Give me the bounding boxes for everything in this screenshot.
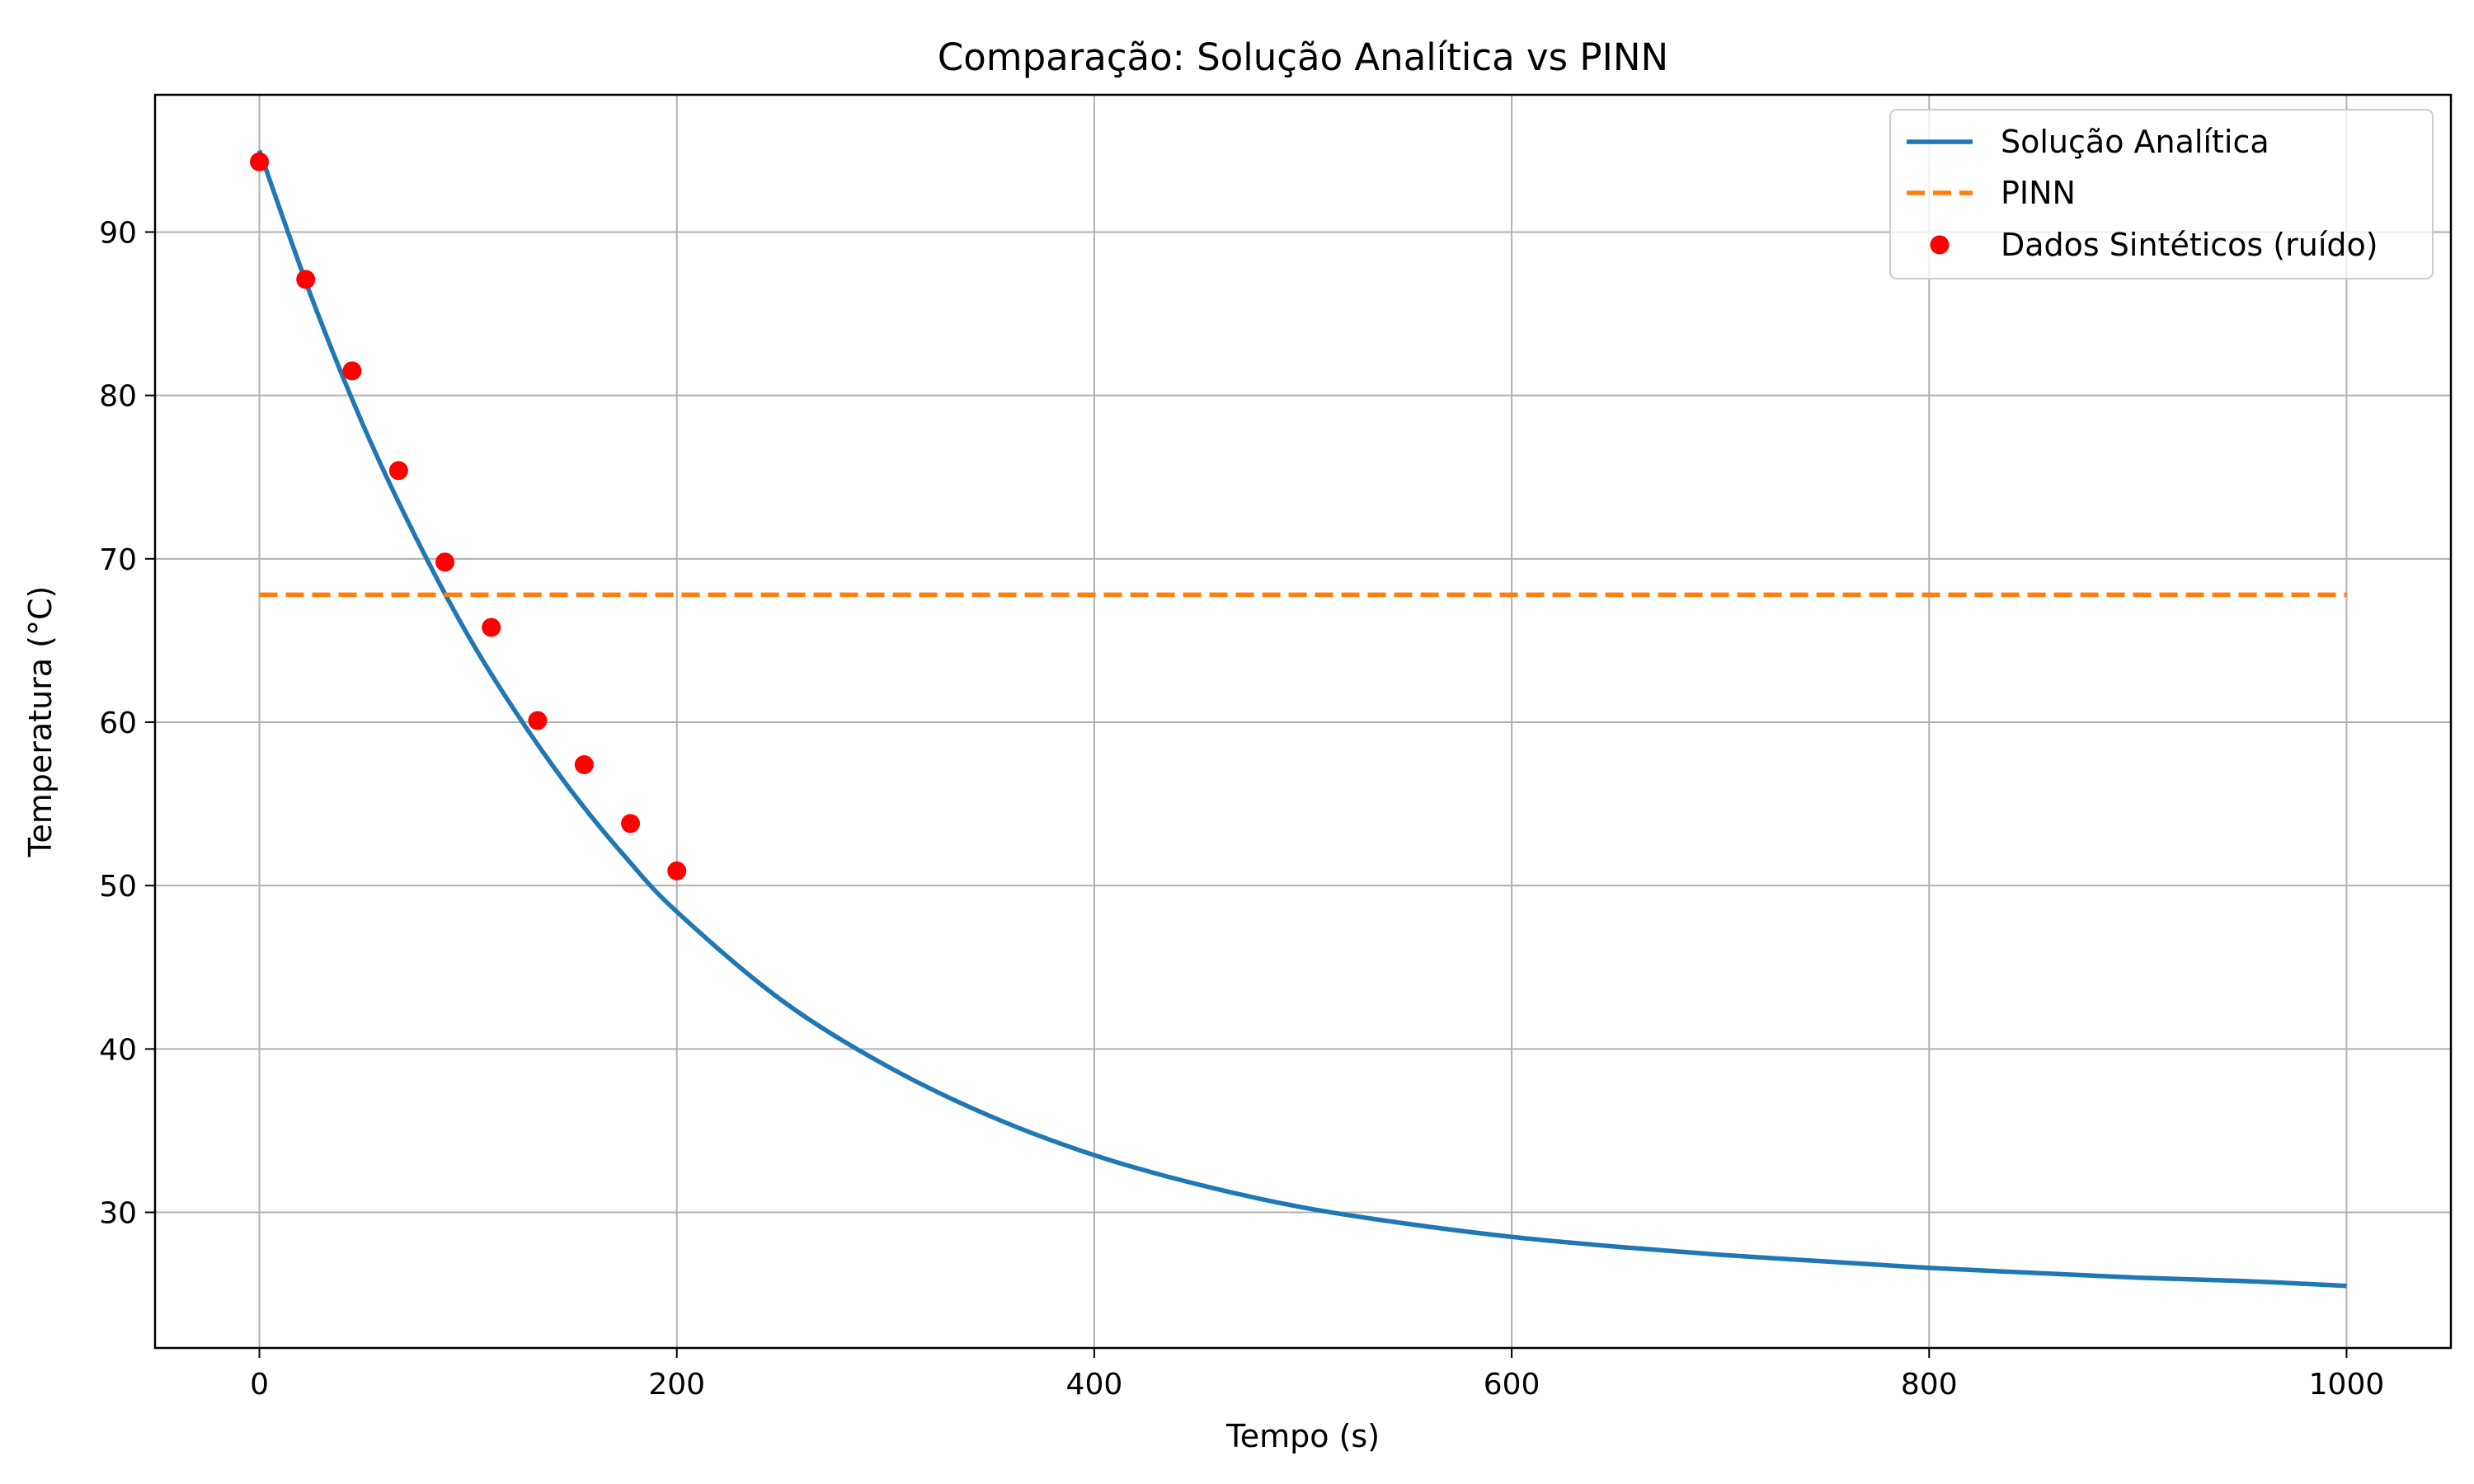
legend-label-data: Dados Sintéticos (ruído): [2001, 227, 2378, 263]
data-point: [621, 814, 641, 834]
chart-title: Comparação: Solução Analítica vs PINN: [938, 35, 1668, 79]
x-tick-label: 800: [1901, 1368, 1958, 1402]
x-axis-label: Tempo (s): [1225, 1418, 1380, 1454]
x-tick-label: 400: [1066, 1368, 1123, 1402]
x-tick-label: 1000: [2309, 1368, 2385, 1402]
data-point: [667, 861, 687, 881]
y-tick-label: 90: [99, 216, 137, 250]
y-tick-label: 40: [99, 1033, 137, 1067]
analytic-solution-line: [256, 149, 2347, 1289]
x-tick-label: 600: [1484, 1368, 1540, 1402]
data-point: [482, 618, 501, 637]
legend-box: [1889, 109, 2434, 279]
plot-series: [250, 149, 2347, 1289]
data-point: [250, 152, 270, 171]
legend-label-pinn: PINN: [2001, 175, 2076, 211]
axis-ticks: 0 200 400 600 800 1000 30 40 50 60 70 80 90: [99, 216, 2384, 1402]
data-point: [388, 461, 408, 481]
x-tick-label: 200: [648, 1368, 705, 1402]
data-point: [296, 270, 316, 289]
data-point: [435, 552, 455, 572]
data-point: [528, 711, 548, 730]
legend: Solução Analítica PINN Dados Sintéticos …: [1889, 109, 2434, 279]
data-point: [574, 755, 594, 775]
y-tick-label: 60: [99, 707, 137, 740]
y-tick-label: 70: [99, 543, 137, 577]
y-tick-label: 50: [99, 870, 137, 904]
y-tick-label: 80: [99, 380, 137, 414]
legend-label-analytic: Solução Analítica: [2001, 124, 2269, 160]
grid: [155, 95, 2451, 1348]
x-tick-label: 0: [250, 1368, 269, 1402]
legend-symbol-data: [1930, 235, 1950, 255]
y-axis-label: Temperatura (°C): [22, 586, 59, 858]
data-point: [342, 361, 362, 381]
y-tick-label: 30: [99, 1197, 137, 1231]
